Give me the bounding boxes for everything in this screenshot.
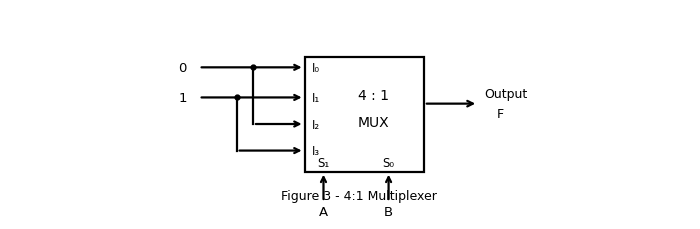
Text: I₃: I₃ [312,144,320,157]
Bar [304,57,424,172]
Text: A: A [319,205,328,218]
Text: S₁: S₁ [317,156,330,169]
Text: I₀: I₀ [312,62,320,74]
Text: Output: Output [484,88,528,101]
Text: 0: 0 [178,62,187,74]
Text: S₀: S₀ [383,156,395,169]
Text: tutorialspoint: tutorialspoint [308,129,410,144]
Text: 4 : 1: 4 : 1 [358,88,389,102]
Text: MUX: MUX [358,116,389,130]
Text: F: F [497,107,504,120]
Text: Figure 3 - 4:1 Multiplexer: Figure 3 - 4:1 Multiplexer [281,189,437,202]
Text: I₂: I₂ [312,118,320,131]
Text: B: B [384,205,393,218]
Text: I₁: I₁ [312,92,320,104]
Text: 1: 1 [178,92,187,104]
